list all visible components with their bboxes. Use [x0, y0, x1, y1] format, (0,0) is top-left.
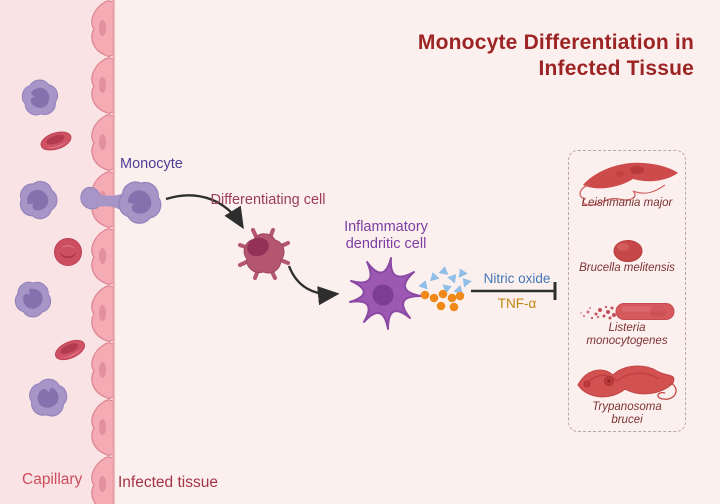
red-blood-cell — [54, 238, 82, 266]
tnf-alpha-label: TNF-α — [497, 296, 537, 311]
diagram-title: Monocyte Differentiation in Infected Tis… — [417, 31, 694, 80]
pathogen-label: Trypanosoma brucei — [592, 401, 662, 426]
monocyte-cell — [8, 274, 57, 323]
capillary-region-label: Capillary — [22, 471, 83, 488]
pathogen-label: Leishmania major — [581, 197, 673, 209]
arrow-differentiating-to-dendritic — [287, 265, 340, 306]
arrow-monocyte-to-differentiating — [165, 194, 244, 230]
brucella-coccobacillus-illustration — [613, 240, 643, 262]
differentiating-cell-label: Differentiating cell — [210, 192, 326, 208]
cytokine-particles-orange — [420, 289, 465, 312]
listeria-rod-actin-tail-illustration — [580, 303, 675, 320]
capillary-wall-illustration — [91, 0, 115, 504]
infected-tissue-region-label: Infected tissue — [118, 474, 218, 491]
inflammatory-dendritic-cell — [349, 257, 422, 330]
monocyte-cell — [28, 378, 68, 418]
monocyte-cell — [18, 76, 61, 119]
trypanosome-illustration — [577, 365, 677, 400]
nitric-oxide-label: Nitric oxide — [483, 271, 551, 286]
inflammatory-dendritic-cell-label: Inflammatory dendritic cell — [344, 219, 428, 252]
red-blood-cell — [38, 128, 74, 154]
cytokine-particles-blue — [418, 266, 472, 295]
monocyte-transmigrating-cell — [80, 177, 165, 228]
monocyte-label: Monocyte — [120, 156, 183, 172]
red-blood-cell — [52, 335, 88, 365]
pathogen-target-panel: Leishmania major Brucella melitensis Lis… — [568, 150, 686, 432]
inhibition-arrow — [471, 282, 557, 300]
monocyte-cell — [12, 175, 63, 226]
leishmania-promastigote-illustration — [579, 162, 678, 206]
pathogen-label: Brucella melitensis — [579, 262, 675, 274]
differentiating-cell — [237, 227, 290, 280]
pathogen-label: Listeria monocytogenes — [586, 322, 668, 347]
